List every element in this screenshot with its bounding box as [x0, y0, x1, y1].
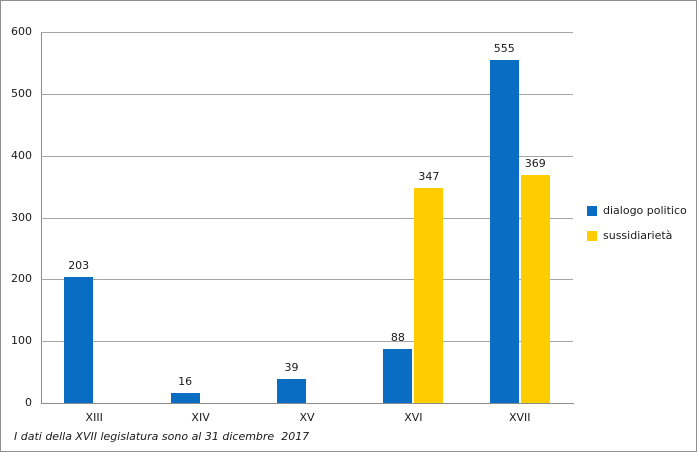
bar-value-label: 39 [284, 360, 299, 374]
legend-item-dialogo-politico: dialogo politico [587, 204, 687, 218]
bar-value-label: 369 [524, 156, 546, 170]
x-category-label: XV [299, 411, 315, 424]
bar-dialogo-politico [170, 393, 200, 403]
bar-value-label: 555 [493, 41, 515, 55]
bar-value-label: 16 [178, 375, 193, 389]
y-tick-label: 0 [25, 396, 32, 409]
y-tick-label: 100 [11, 334, 32, 348]
bar-sussidiarieta [520, 174, 550, 403]
y-tick-label: 200 [11, 272, 32, 286]
bar-value-label: 347 [418, 170, 440, 184]
x-category-label: XVII [509, 411, 531, 424]
x-category-label: XVI [404, 411, 423, 424]
gridline [41, 341, 573, 343]
gridline [41, 217, 573, 219]
bar-value-label: 203 [68, 259, 90, 273]
legend: dialogo politico sussidiarietà [587, 204, 687, 254]
bar-dialogo-politico [64, 277, 94, 403]
legend-swatch-blue-icon [587, 206, 597, 216]
x-axis-line [41, 403, 574, 404]
bar-value-label: 88 [390, 330, 405, 344]
bar-dialogo-politico [489, 59, 519, 403]
y-tick-label: 600 [11, 25, 32, 38]
legend-label: dialogo politico [603, 204, 687, 217]
gridline [41, 93, 573, 95]
bar-dialogo-politico [383, 348, 413, 403]
bar-sussidiarieta [414, 188, 444, 403]
y-tick-label: 300 [11, 210, 32, 224]
bar-dialogo-politico [277, 378, 306, 403]
y-tick-label: 500 [11, 86, 32, 100]
x-category-label: XIII [85, 411, 103, 424]
legend-label: sussidiarietà [603, 229, 673, 242]
gridline [41, 279, 573, 281]
y-tick-label: 400 [11, 148, 32, 162]
gridline [41, 155, 573, 157]
x-category-label: XIV [191, 411, 210, 424]
legend-swatch-yellow-icon [587, 231, 597, 241]
legend-item-sussidiarieta: sussidiarietà [587, 229, 687, 243]
chart-footnote: I dati della XVII legislatura sono al 31… [14, 430, 310, 443]
gridline [41, 32, 573, 33]
